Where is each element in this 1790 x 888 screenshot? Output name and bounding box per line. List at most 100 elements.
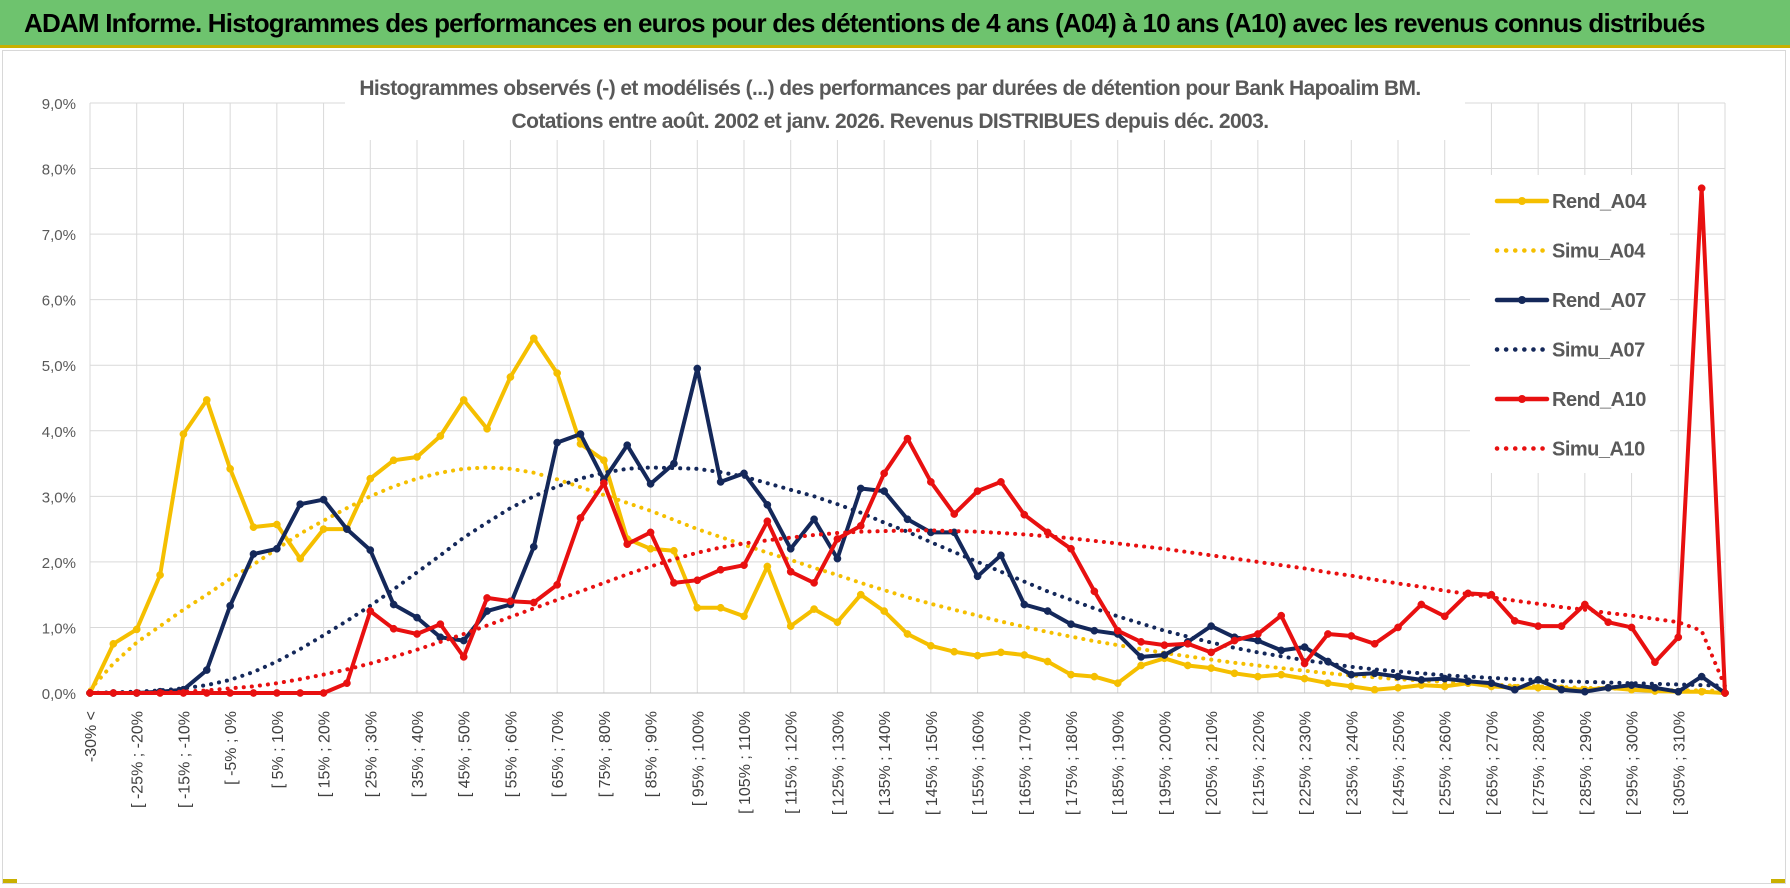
data-point-rend-a04 [1440,682,1449,691]
series-line-simu-a10 [88,528,1727,695]
x-tick-label: [ 185% ; 190% [1111,711,1128,815]
data-point-rend-a10 [786,567,795,576]
data-point-rend-a04 [413,453,421,461]
x-tick-label: [ 225% ; 230% [1298,711,1315,815]
data-point-rend-a07 [810,515,818,524]
data-point-rend-a10 [273,689,281,697]
data-point-rend-a07 [1067,620,1075,629]
data-point-rend-a07 [366,546,375,554]
chart-title-box: Histogrammes observés (-) et modélisés (… [345,66,1465,140]
data-point-rend-a07 [1347,670,1356,679]
x-tick-label: [ 285% ; 290% [1578,711,1595,815]
x-tick-label: [ 115% ; 120% [784,711,801,814]
data-point-rend-a04 [1183,661,1192,670]
data-point-rend-a10 [740,561,748,570]
data-point-rend-a07 [1440,674,1449,683]
legend-label-rend-a04: Rend_A04 [1552,191,1647,213]
x-tick-label: [ 85% ; 90% [644,711,661,797]
x-tick-label: [ 75% ; 80% [597,711,614,797]
data-point-rend-a04 [670,546,678,555]
data-point-rend-a10 [856,521,865,530]
data-point-rend-a07 [1604,683,1613,692]
data-point-rend-a04 [156,571,164,579]
data-point-rend-a07 [553,438,561,447]
x-tick-label: [ 125% ; 130% [830,711,847,815]
x-tick-label: [ 195% ; 200% [1157,711,1174,815]
data-point-rend-a10 [576,514,585,522]
data-point-rend-a07 [1020,600,1029,609]
data-point-rend-a04 [1207,664,1215,672]
y-tick-label: 8,0% [42,162,76,179]
data-point-rend-a04 [1394,683,1402,692]
data-point-rend-a10 [1721,689,1729,697]
data-point-rend-a07 [1674,687,1683,696]
data-point-rend-a07 [1207,622,1215,630]
data-point-rend-a10 [1277,611,1286,620]
data-point-rend-a04 [226,464,234,473]
data-point-rend-a10 [693,576,702,585]
data-point-rend-a10 [927,478,935,486]
data-point-rend-a10 [950,510,959,518]
data-point-rend-a04 [693,603,702,612]
x-tick-label: [ 175% ; 180% [1064,711,1081,815]
legend-label-simu-a04: Simu_A04 [1552,241,1646,263]
data-point-rend-a10 [1113,626,1122,635]
data-point-rend-a10 [529,598,538,607]
banner: ADAM Informe. Histogrammes des performan… [0,0,1790,48]
data-point-rend-a04 [132,625,141,634]
data-point-rend-a07 [413,613,421,622]
data-point-rend-a04 [1277,670,1286,679]
data-point-rend-a07 [1090,626,1099,635]
data-point-rend-a07 [1160,651,1169,659]
data-point-rend-a07 [997,551,1005,560]
data-point-rend-a07 [1464,677,1472,686]
data-point-rend-a07 [670,459,678,468]
data-point-rend-a04 [716,603,725,612]
data-point-rend-a10 [1510,617,1519,625]
x-tick-label: [ 145% ; 150% [924,711,941,815]
series-line-simu-a04 [88,465,1727,693]
chart-title-background [345,66,1465,140]
data-point-rend-a07 [1277,646,1286,655]
data-point-rend-a07 [880,487,888,495]
x-tick-label: [ 275% ; 280% [1531,711,1548,815]
data-point-rend-a04 [880,607,888,615]
y-axis: 0,0% 1,0% 2,0% 3,0% 4,0% 5,0% 6,0% 7,0% 8,0% 9,0% [42,96,76,703]
data-point-rend-a04 [646,544,655,553]
data-point-rend-a10 [1627,623,1636,632]
data-point-rend-a10 [1183,639,1192,648]
data-point-rend-a10 [459,653,468,661]
data-point-rend-a07 [1137,653,1145,661]
legend-marker-rend-a10 [1518,395,1526,403]
data-point-rend-a10 [343,679,351,688]
data-point-rend-a10 [1534,622,1542,630]
data-point-rend-a04 [109,639,118,648]
data-point-rend-a04 [202,396,211,404]
data-point-rend-a10 [997,478,1005,486]
data-point-rend-a10 [1067,544,1075,553]
data-point-rend-a10 [670,579,678,587]
data-point-rend-a04 [600,456,608,465]
y-tick-label: 4,0% [42,424,76,441]
data-point-rend-a04 [903,630,912,638]
data-point-rend-a10 [1440,612,1449,621]
data-point-rend-a07 [459,636,468,645]
y-tick-label: 2,0% [42,555,76,572]
data-point-rend-a10 [1394,623,1402,632]
data-point-rend-a07 [273,544,281,553]
x-tick-label: -30% < [83,711,100,762]
data-point-rend-a07 [202,666,211,674]
data-point-rend-a04 [529,334,538,343]
data-point-rend-a10 [1581,600,1589,609]
data-point-rend-a04 [389,456,398,465]
data-point-rend-a04 [1113,679,1122,688]
data-point-rend-a04 [179,430,188,438]
data-point-rend-a04 [1230,669,1239,678]
data-point-rend-a04 [810,605,818,613]
data-point-rend-a10 [1160,641,1169,649]
x-tick-label: [ 305% ; 310% [1671,711,1688,815]
legend-label-rend-a10: Rend_A10 [1552,389,1646,411]
x-tick-label: [ 255% ; 260% [1438,711,1455,815]
data-point-rend-a07 [973,572,982,581]
data-point-rend-a10 [1230,636,1239,645]
